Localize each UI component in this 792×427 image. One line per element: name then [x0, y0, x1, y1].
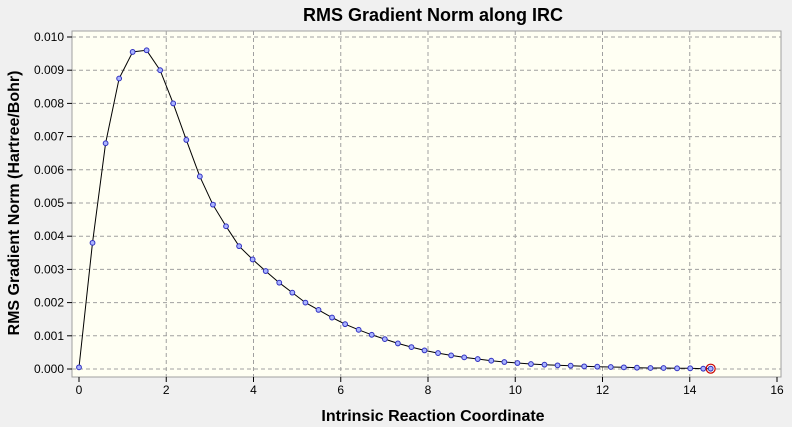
data-point — [76, 364, 82, 371]
y-tick-label: 0.010 — [34, 30, 64, 44]
x-tick-label: 10 — [509, 383, 523, 397]
data-point — [183, 137, 190, 143]
data-point — [421, 347, 428, 354]
data-point — [315, 307, 322, 313]
x-tick-label: 2 — [163, 383, 170, 397]
data-point — [170, 100, 177, 107]
data-point — [408, 344, 415, 350]
x-tick-label: 6 — [337, 383, 344, 397]
y-axis-label: RMS Gradient Norm (Hartree/Bohr) — [6, 71, 23, 336]
data-point — [143, 47, 150, 54]
data-point — [368, 331, 375, 338]
data-point — [262, 268, 269, 274]
data-point — [514, 360, 521, 366]
data-point — [157, 67, 164, 74]
data-point — [660, 365, 667, 371]
data-point — [289, 289, 296, 296]
data-point — [448, 352, 455, 359]
data-point — [329, 314, 335, 321]
y-tick-label: 0.002 — [34, 296, 64, 310]
data-point — [236, 243, 243, 250]
data-point — [116, 75, 123, 82]
data-point — [607, 364, 614, 370]
y-tick-label: 0.004 — [34, 229, 64, 243]
highlighted-point-ring — [705, 363, 716, 374]
x-tick-label: 4 — [250, 383, 257, 397]
data-point — [89, 239, 96, 246]
chart-title: RMS Gradient Norm along IRC — [303, 5, 563, 25]
data-point — [528, 361, 534, 367]
data-point — [249, 256, 256, 263]
data-point — [210, 201, 216, 208]
y-tick-label: 0.003 — [34, 262, 64, 276]
y-tick-label: 0.001 — [34, 329, 64, 343]
y-tick-label: 0.005 — [34, 196, 64, 210]
data-point — [647, 365, 654, 371]
data-point — [435, 350, 441, 356]
data-point — [381, 336, 388, 343]
data-point — [302, 299, 309, 306]
data-point — [501, 359, 508, 365]
y-tick-label: 0.000 — [34, 362, 64, 376]
x-tick-label: 8 — [425, 383, 432, 397]
data-point — [355, 326, 362, 333]
data-point — [567, 362, 574, 369]
data-point — [707, 365, 714, 372]
y-tick-label: 0.007 — [34, 130, 64, 144]
data-point — [102, 140, 109, 147]
data-point — [700, 365, 707, 372]
data-point — [674, 365, 680, 372]
data-point — [129, 49, 136, 55]
plot-background — [71, 30, 782, 378]
data-point — [620, 364, 627, 371]
data-point — [394, 340, 401, 347]
data-point — [581, 363, 588, 370]
x-tick-label: 16 — [770, 383, 784, 397]
data-point — [223, 223, 229, 230]
x-axis-label: Intrinsic Reaction Coordinate — [321, 408, 544, 425]
data-point — [276, 279, 283, 286]
data-point — [488, 357, 495, 364]
data-point — [474, 356, 481, 362]
data-point — [554, 362, 561, 369]
data-point — [196, 173, 203, 180]
y-tick-label: 0.006 — [34, 163, 64, 177]
x-tick-label: 14 — [683, 383, 697, 397]
data-point — [541, 361, 548, 368]
y-tick-label: 0.008 — [34, 96, 64, 110]
data-point — [634, 364, 640, 371]
plot-area: 0 2 4 6 8 10 12 14 16 0.000 0.001 0.002 0.003 0.004 0.… — [34, 30, 784, 397]
x-tick-label: 12 — [596, 383, 610, 397]
data-point — [461, 354, 468, 361]
data-point — [687, 365, 694, 372]
y-tick-label: 0.009 — [34, 63, 64, 77]
data-point — [594, 363, 601, 370]
x-tick-label: 0 — [76, 383, 83, 397]
data-point — [342, 321, 349, 328]
